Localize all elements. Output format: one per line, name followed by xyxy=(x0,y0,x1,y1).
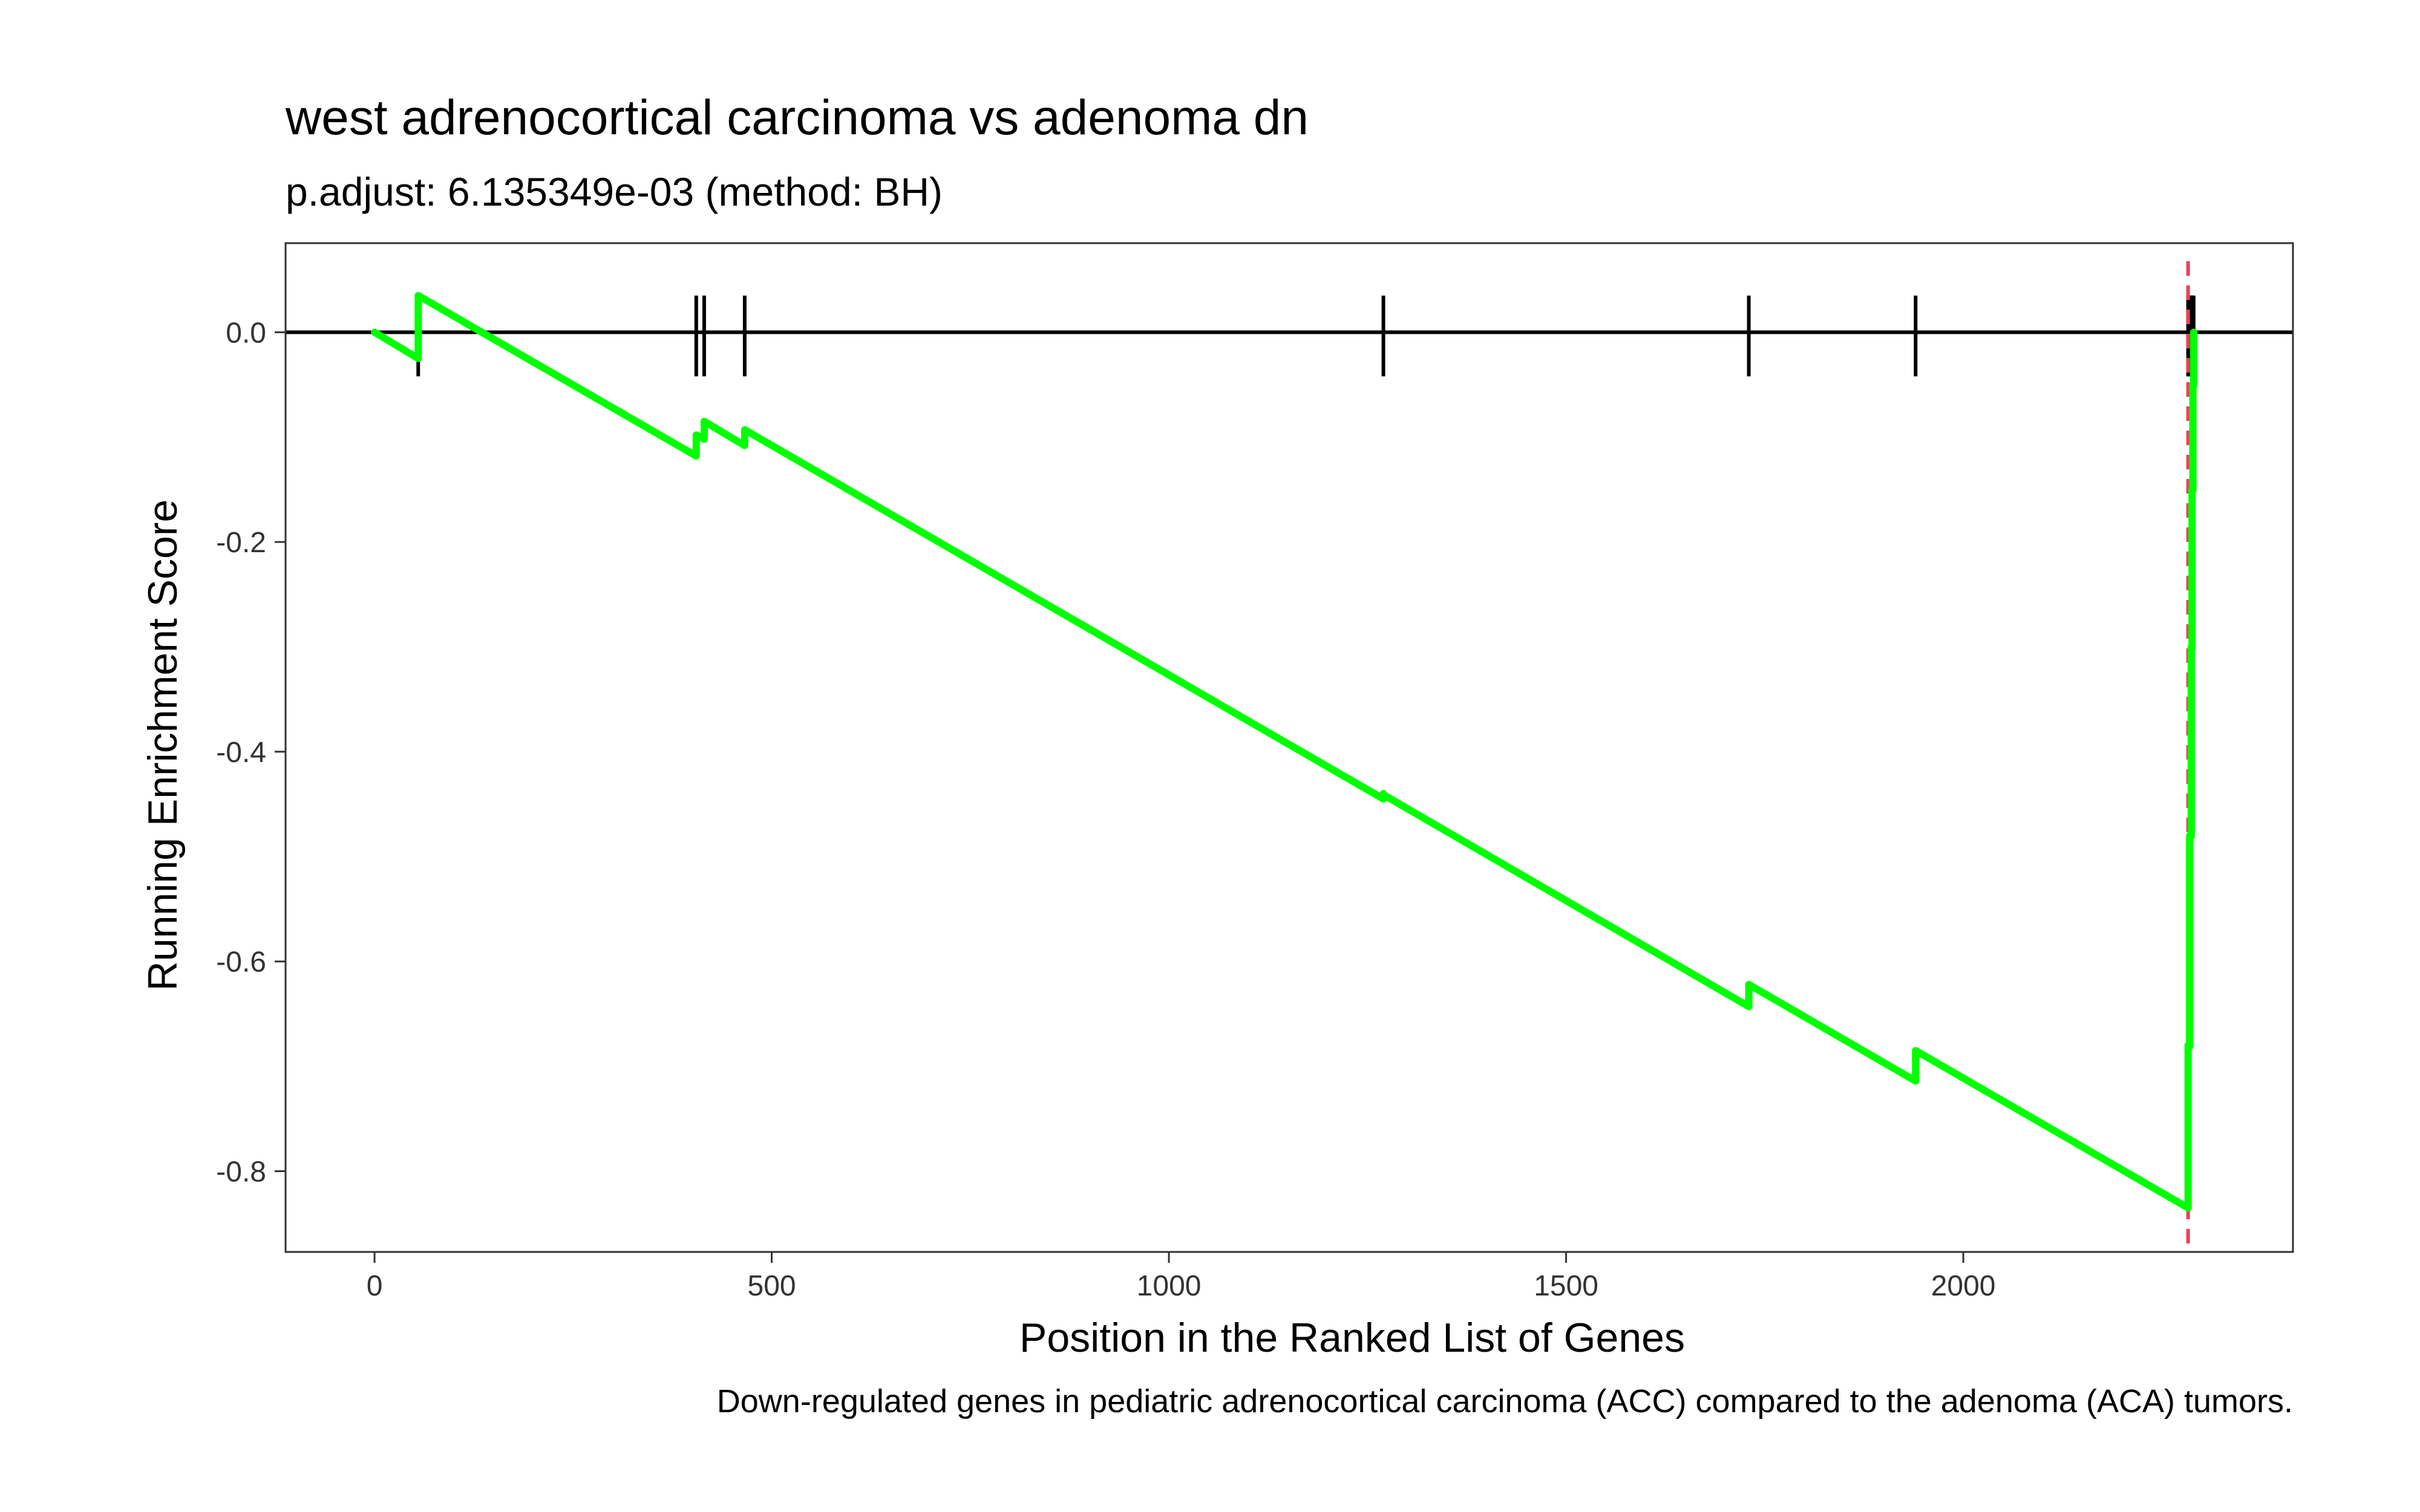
y-tick-label: -0.6 xyxy=(216,947,266,979)
chart-title: west adrenocortical carcinoma vs adenoma… xyxy=(285,90,1309,145)
x-tick-label: 2000 xyxy=(1931,1270,1996,1302)
y-tick-label: -0.2 xyxy=(216,527,266,559)
x-axis-label: Position in the Ranked List of Genes xyxy=(1019,1315,1685,1361)
y-tick-label: -0.4 xyxy=(216,737,266,769)
x-tick-label: 1000 xyxy=(1137,1270,1202,1302)
gene-hits xyxy=(416,295,2196,377)
plot-area xyxy=(284,242,2294,1253)
plot-border xyxy=(284,242,2294,1253)
y-tick-label: 0.0 xyxy=(226,317,266,349)
y-axis-label: Running Enrichment Score xyxy=(140,500,186,991)
x-tick-label: 1500 xyxy=(1534,1270,1598,1302)
y-tick-label: -0.8 xyxy=(216,1156,266,1188)
chart-subtitle: p.adjust: 6.135349e-03 (method: BH) xyxy=(286,169,943,214)
x-tick-label: 500 xyxy=(748,1270,796,1302)
chart-caption: Down-regulated genes in pediatric adreno… xyxy=(717,1383,2293,1419)
y-axis: 0.0 -0.2 -0.4 -0.6 -0.8 xyxy=(216,317,286,1188)
x-tick-label: 0 xyxy=(367,1270,383,1302)
x-axis: 0 500 1000 1500 2000 xyxy=(367,1252,1996,1302)
series-line xyxy=(371,292,2197,1212)
